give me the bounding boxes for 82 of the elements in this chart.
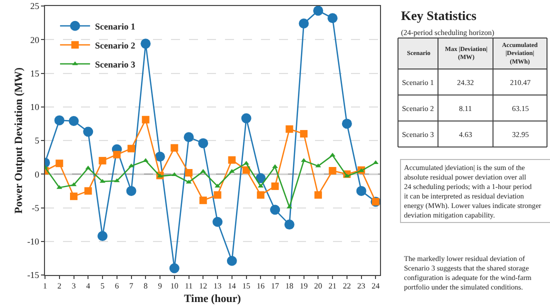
legend-label: Scenario 2 bbox=[95, 40, 136, 50]
point bbox=[185, 169, 193, 177]
point bbox=[98, 156, 106, 164]
point bbox=[330, 152, 336, 157]
x-tick-label: 2 bbox=[57, 282, 62, 291]
point bbox=[328, 13, 338, 24]
point bbox=[126, 186, 136, 196]
point bbox=[198, 138, 208, 148]
point bbox=[313, 6, 324, 16]
x-tick-label: 14 bbox=[228, 282, 236, 291]
point bbox=[54, 115, 64, 126]
x-axis-title: Time (hour) bbox=[184, 292, 242, 305]
point bbox=[84, 187, 92, 195]
y-tick-label: 25 bbox=[30, 1, 40, 12]
y-tick-label: 20 bbox=[30, 34, 40, 45]
point bbox=[314, 191, 322, 199]
point bbox=[142, 116, 150, 124]
point bbox=[169, 263, 180, 274]
x-tick-label: 4 bbox=[86, 282, 90, 291]
x-tick-label: 17 bbox=[271, 282, 280, 291]
x-tick-label: 24 bbox=[372, 282, 380, 291]
point bbox=[270, 204, 280, 215]
x-tick-label: 12 bbox=[199, 282, 208, 291]
y-tick-label: -5 bbox=[32, 202, 40, 213]
x-tick-label: 20 bbox=[314, 282, 322, 291]
point bbox=[286, 125, 294, 133]
x-tick-label: 10 bbox=[170, 282, 178, 291]
point bbox=[184, 132, 194, 142]
y-axis-title: Power Output Deviation (MW) bbox=[12, 67, 25, 214]
y-tick-label: 5 bbox=[34, 136, 40, 146]
point bbox=[242, 166, 250, 174]
point bbox=[212, 216, 223, 227]
point bbox=[256, 191, 264, 199]
point bbox=[199, 196, 207, 204]
x-tick-label: 6 bbox=[114, 282, 119, 291]
point bbox=[114, 178, 120, 182]
text: Key Statistics bbox=[401, 8, 476, 23]
point bbox=[98, 231, 108, 241]
point bbox=[172, 172, 178, 176]
point bbox=[170, 144, 178, 152]
legend-label: Scenario 1 bbox=[95, 21, 136, 32]
point bbox=[298, 18, 309, 28]
point bbox=[284, 220, 294, 230]
point bbox=[342, 118, 352, 129]
point bbox=[155, 152, 166, 162]
x-tick-label: 7 bbox=[129, 282, 134, 291]
point bbox=[228, 156, 236, 164]
point bbox=[140, 38, 151, 49]
point bbox=[70, 192, 78, 200]
y-tick-label: -15 bbox=[27, 270, 40, 280]
x-tick-label: 16 bbox=[256, 282, 265, 291]
point bbox=[356, 186, 366, 196]
legend-label: Scenario 3 bbox=[95, 59, 136, 70]
point bbox=[241, 113, 252, 124]
point bbox=[226, 256, 237, 266]
point bbox=[56, 160, 64, 168]
point bbox=[128, 144, 136, 152]
x-tick-label: 22 bbox=[342, 282, 351, 291]
y-tick-label: 10 bbox=[30, 102, 40, 112]
x-tick-label: 11 bbox=[184, 282, 193, 291]
point bbox=[214, 191, 222, 199]
x-tick-label: 8 bbox=[144, 282, 148, 291]
point bbox=[271, 182, 279, 190]
x-tick-label: 5 bbox=[100, 282, 105, 291]
x-tick-label: 19 bbox=[300, 282, 308, 291]
y-tick-label: -10 bbox=[27, 236, 40, 247]
x-tick-label: 13 bbox=[214, 282, 222, 291]
x-tick-label: 23 bbox=[357, 282, 366, 291]
x-tick-label: 3 bbox=[72, 282, 76, 291]
point bbox=[83, 126, 94, 137]
x-tick-label: 15 bbox=[242, 282, 250, 291]
y-tick-label: 15 bbox=[30, 68, 40, 78]
x-tick-label: 1 bbox=[43, 282, 47, 291]
x-tick-label: 9 bbox=[158, 282, 162, 291]
y-tick-label: 0 bbox=[34, 169, 40, 180]
point bbox=[300, 130, 308, 138]
point bbox=[68, 116, 79, 126]
x-tick-label: 21 bbox=[328, 282, 337, 291]
x-tick-label: 18 bbox=[285, 282, 294, 291]
point bbox=[229, 168, 235, 173]
point bbox=[328, 167, 336, 175]
point bbox=[113, 150, 121, 158]
